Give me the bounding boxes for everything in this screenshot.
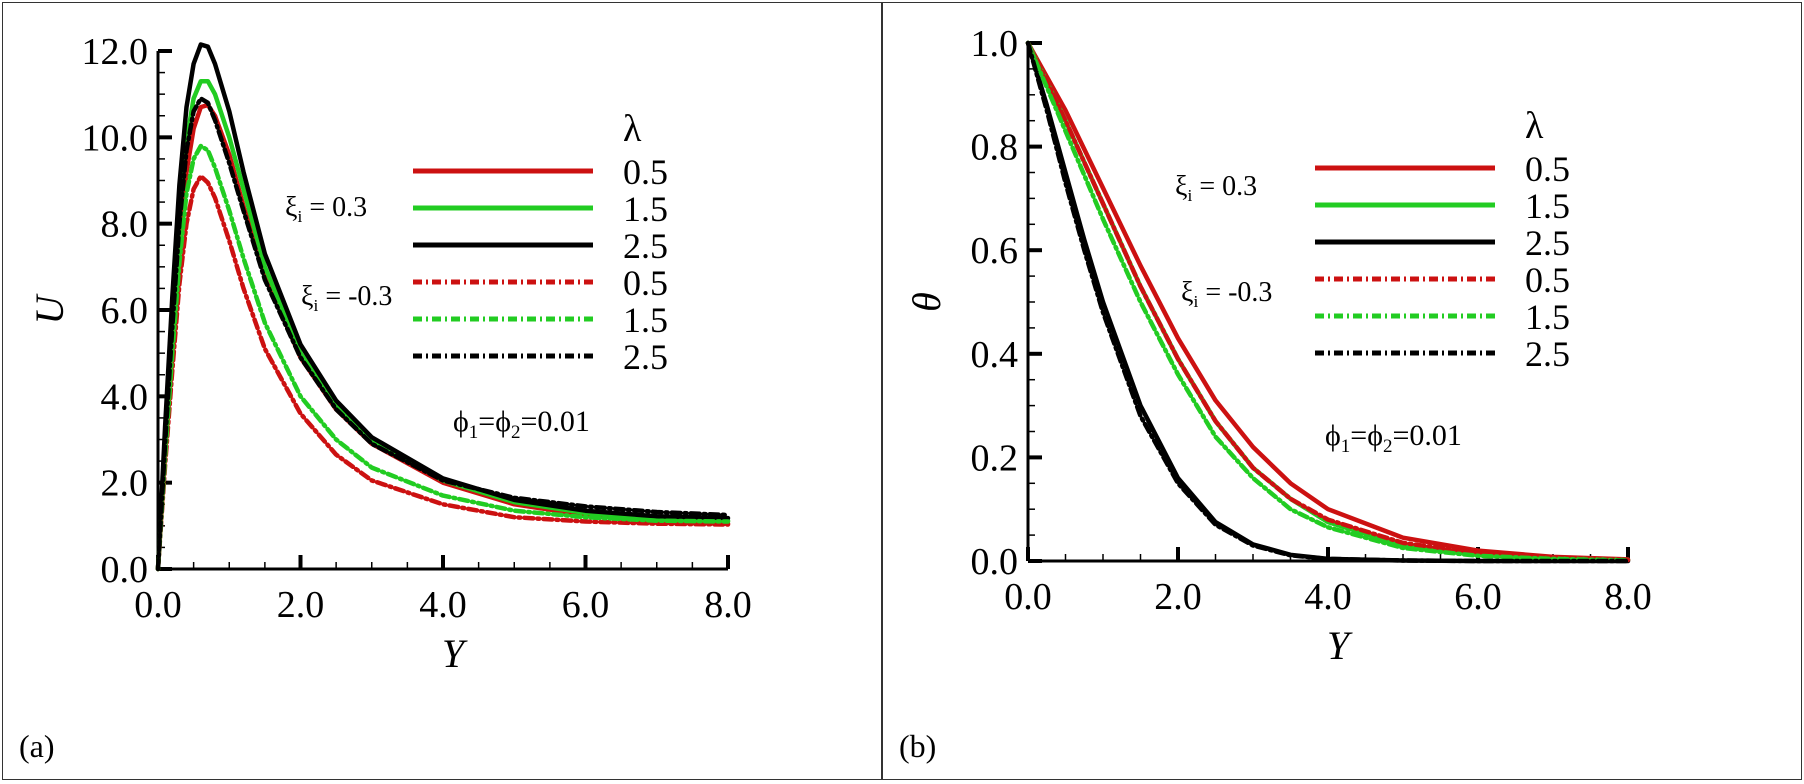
legend-entry-label: 0.5 (623, 152, 668, 192)
x-tick-label: 0.0 (134, 584, 182, 626)
x-tick-label: 2.0 (277, 584, 325, 626)
legend-entry-label: 0.5 (623, 263, 668, 303)
series-line-neg-1_5 (155, 143, 731, 572)
y-tick-label: 6.0 (101, 290, 149, 332)
x-axis-label: Y (1327, 623, 1353, 668)
legend-entry-label: 2.5 (623, 226, 668, 266)
y-axis-label: θ (904, 292, 949, 312)
legend-title: λ (1525, 105, 1544, 147)
y-tick-label: 10.0 (82, 117, 149, 159)
chart-panel-a: 0.0 2.0 4.0 6.0 8.0 0.0 2.0 4.0 6.0 8.0 10.0 12.0 Y U… (2, 2, 882, 780)
x-tick-label: 0.0 (1004, 576, 1052, 618)
series-line-pos-0_5 (1025, 40, 1631, 562)
annotation-xi-positive: ξi = 0.3 (285, 192, 367, 226)
y-tick-label: 8.0 (101, 204, 149, 246)
y-axis-label: U (27, 292, 72, 324)
x-tick-label: 8.0 (704, 584, 752, 626)
y-tick-label: 0.0 (971, 541, 1019, 583)
legend-entry-label: 0.5 (1525, 149, 1570, 189)
annotation-xi-negative: ξi = -0.3 (1181, 277, 1272, 311)
legend-entry-label: 2.5 (1525, 334, 1570, 374)
legend-title: λ (623, 108, 642, 150)
legend-entry-label: 1.5 (623, 300, 668, 340)
x-tick-label: 8.0 (1604, 576, 1652, 618)
x-tick-label: 6.0 (562, 584, 610, 626)
panel-label: (b) (899, 728, 936, 764)
y-tick-label: 4.0 (101, 376, 149, 418)
y-tick-label: 12.0 (82, 31, 149, 73)
y-tick-label: 1.0 (971, 23, 1019, 65)
legend-entry-label: 1.5 (623, 189, 668, 229)
annotation-xi-negative: ξi = -0.3 (301, 281, 392, 315)
chart-a-svg: 0.0 2.0 4.0 6.0 8.0 0.0 2.0 4.0 6.0 8.0 10.0 12.0 Y U… (19, 31, 752, 764)
legend-entry-label: 1.5 (1525, 297, 1570, 337)
series-line-neg-2_5 (155, 96, 731, 572)
x-tick-label: 4.0 (1304, 576, 1352, 618)
y-tick-label: 0.2 (971, 437, 1019, 479)
legend-entry-label: 2.5 (623, 337, 668, 377)
series-line-neg-0_5 (1025, 40, 1631, 563)
y-tick-label: 0.0 (101, 549, 149, 591)
y-tick-label: 2.0 (101, 463, 149, 505)
x-tick-label: 4.0 (419, 584, 467, 626)
x-tick-label: 6.0 (1454, 576, 1502, 618)
legend-entry-label: 1.5 (1525, 186, 1570, 226)
series-line-neg-2_5 (1025, 40, 1631, 564)
legend-entry-label: 0.5 (1525, 260, 1570, 300)
panel-label: (a) (19, 728, 55, 764)
y-tick-label: 0.8 (971, 127, 1019, 169)
y-tick-label: 0.6 (971, 230, 1019, 272)
series-line-neg-0_5 (155, 173, 731, 572)
y-tick-label: 0.4 (971, 334, 1019, 376)
annotation-xi-positive: ξi = 0.3 (1175, 171, 1257, 205)
legend-entry-label: 2.5 (1525, 223, 1570, 263)
annotation-phi: ϕ1=ϕ2=0.01 (453, 405, 590, 443)
x-axis-label: Y (442, 631, 468, 676)
chart-b-svg: 0.0 2.0 4.0 6.0 8.00.00.20.40.60.81.0Yθλ0.51… (899, 23, 1652, 764)
series-line-neg-1_5 (1025, 40, 1631, 563)
x-tick-label: 2.0 (1154, 576, 1202, 618)
annotation-phi: ϕ1=ϕ2=0.01 (1325, 419, 1462, 457)
